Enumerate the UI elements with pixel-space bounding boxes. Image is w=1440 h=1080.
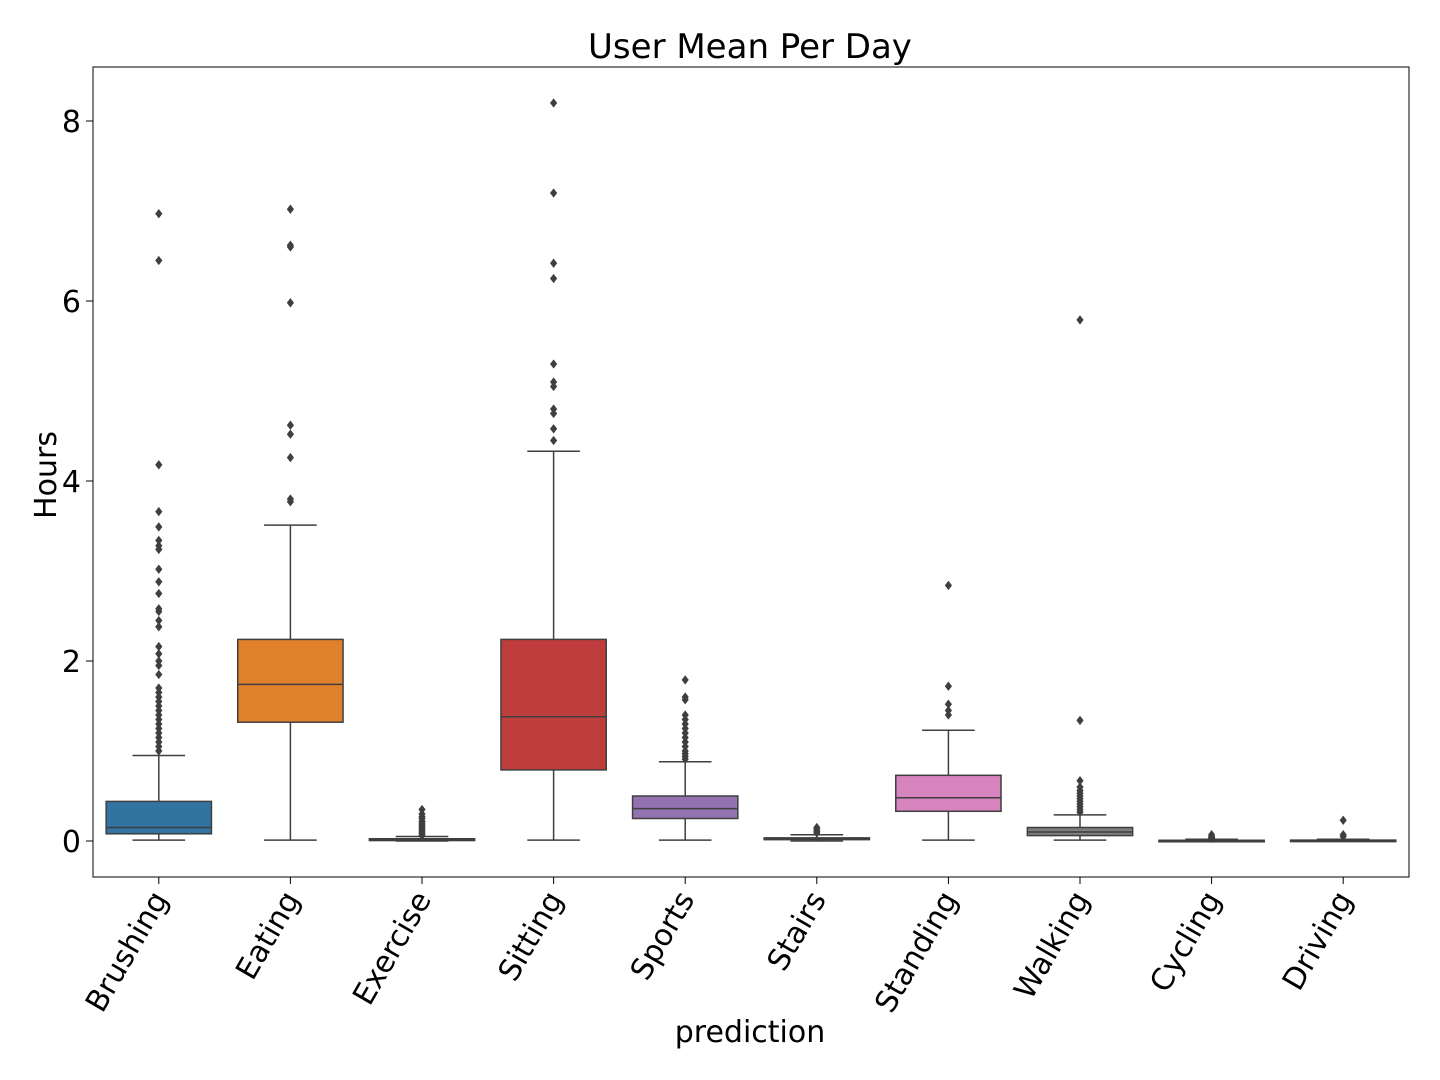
outlier-point [286, 204, 294, 214]
outlier-point [286, 452, 294, 463]
outlier-point [155, 622, 163, 632]
outlier-point [550, 359, 558, 369]
outlier-point [155, 615, 163, 626]
plot-area [105, 98, 1397, 843]
iqr-box [895, 774, 1002, 813]
outlier-point [155, 209, 163, 219]
outlier-point [550, 435, 558, 446]
box-stairs [763, 822, 871, 842]
outlier-point [944, 699, 952, 709]
outlier-point [155, 564, 163, 574]
outlier-point [155, 746, 163, 756]
outlier-point [1076, 315, 1084, 325]
outlier-point [550, 273, 558, 284]
iqr-box [105, 800, 213, 835]
box-sitting [500, 98, 607, 841]
y-axis: 0 2 4 6 8 [62, 105, 93, 860]
box-eating [237, 204, 344, 841]
iqr-box [500, 638, 607, 771]
outlier-point [155, 544, 163, 555]
outlier-point [155, 577, 163, 587]
outlier-point [286, 242, 294, 252]
box-standing [895, 580, 1002, 841]
outlier-point [681, 754, 689, 764]
outlier-point [681, 675, 689, 685]
outlier-point [155, 641, 163, 652]
outlier-point [155, 522, 163, 532]
outlier-point [813, 828, 821, 838]
outlier-point [1339, 831, 1347, 842]
y-axis-label: Hours [29, 431, 64, 519]
box-cycling [1158, 830, 1265, 843]
outlier-point [155, 255, 163, 266]
outlier-point [550, 424, 558, 434]
x-tick-label: Sitting [492, 886, 571, 988]
x-axis-label: prediction [675, 1015, 826, 1050]
x-tick-label: Brushing [79, 886, 176, 1019]
y-tick-label: 4 [62, 465, 81, 500]
outlier-point [550, 408, 558, 419]
box-driving [1289, 815, 1397, 843]
outlier-point [550, 98, 558, 108]
box-sports [631, 675, 739, 841]
outlier-point [286, 298, 294, 308]
x-tick-label: Cycling [1143, 886, 1228, 999]
x-tick-label: Exercise [346, 886, 439, 1012]
outlier-point [944, 681, 952, 691]
outlier-point [155, 649, 163, 659]
outlier-point [1208, 833, 1216, 843]
iqr-box [237, 638, 344, 723]
outlier-point [681, 695, 689, 705]
outlier-point [1339, 815, 1347, 825]
iqr-box [631, 795, 739, 820]
outlier-point [418, 830, 426, 841]
box-exercise [368, 804, 476, 842]
outlier-point [155, 588, 163, 599]
y-tick-label: 6 [62, 285, 81, 320]
outlier-point [155, 506, 163, 517]
plot-frame [92, 66, 1410, 878]
y-tick-label: 2 [62, 645, 81, 680]
outlier-point [286, 429, 294, 439]
x-tick-label: Eating [229, 886, 307, 986]
outlier-point [155, 669, 163, 680]
chart-title: User Mean Per Day [588, 27, 912, 67]
x-axis: Brushing Eating Exercise Sitting Sports Stair… [79, 877, 1360, 1019]
outlier-point [155, 660, 163, 671]
outlier-point [944, 580, 952, 591]
x-tick-label: Standing [868, 886, 965, 1019]
x-tick-label: Sports [624, 886, 702, 987]
outlier-point [550, 188, 558, 198]
outlier-point [1076, 776, 1084, 786]
outlier-point [550, 381, 558, 392]
x-tick-label: Walking [1008, 886, 1097, 1006]
outlier-point [286, 497, 294, 507]
outlier-point [155, 460, 163, 470]
outlier-point [1076, 807, 1084, 817]
outlier-point [1076, 715, 1084, 726]
outlier-point [286, 420, 294, 430]
y-tick-label: 8 [62, 105, 81, 140]
y-tick-label: 0 [62, 825, 81, 860]
x-tick-label: Driving [1276, 886, 1360, 997]
box-brushing [105, 209, 213, 841]
outlier-point [550, 258, 558, 268]
x-tick-label: Stairs [761, 886, 834, 978]
outlier-point [155, 606, 163, 617]
outlier-point [155, 535, 163, 546]
outlier-point [944, 710, 952, 720]
box-walking [1026, 315, 1134, 841]
